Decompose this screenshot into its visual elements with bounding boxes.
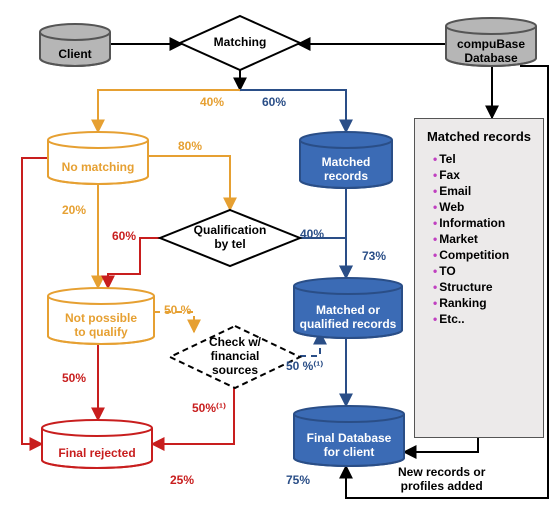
node-label-mqrec: Matched orqualified records [294, 288, 402, 348]
panel-item: •Etc.. [433, 312, 543, 326]
bullet-icon: • [433, 312, 437, 326]
node-label-mrec: Matchedrecords [300, 142, 392, 198]
edge-split-mrec [240, 90, 346, 132]
panel-item: •Competition [433, 248, 543, 262]
node-label-qual: Qualificationby tel [160, 210, 300, 266]
panel-list: •Tel •Fax •Email •Web •Information •Market •Co… [433, 152, 543, 326]
bullet-icon: • [433, 184, 437, 198]
node-label-client: Client [40, 34, 110, 76]
bullet-icon: • [433, 168, 437, 182]
panel-title: Matched records [415, 129, 543, 144]
bullet-icon: • [433, 296, 437, 310]
node-label-finaldb: Final Databasefor client [294, 416, 404, 476]
matched-records-panel: Matched records •Tel •Fax •Email •Web •Infor… [414, 118, 544, 438]
edge-label: 80% [178, 140, 202, 154]
edge-label: 50%⁽¹⁾ [192, 402, 226, 416]
panel-item: •Ranking [433, 296, 543, 310]
panel-item: •Web [433, 200, 543, 214]
edge-label: 50 %⁽¹⁾ [286, 360, 323, 374]
edge-panel-finaldb [404, 436, 478, 452]
panel-item: •TO [433, 264, 543, 278]
edge-nomatch-left-finalrej [22, 158, 48, 444]
edge-label: 50% [62, 372, 86, 386]
node-label-finalrej: Final rejected [42, 430, 152, 478]
node-label-nomatch: No matching [48, 142, 148, 194]
extra-label: 75% [286, 474, 310, 488]
bullet-icon: • [433, 200, 437, 214]
node-label-matching: Matching [180, 16, 300, 70]
edge-check-finalrej [152, 388, 234, 444]
edge-label: 50 % [164, 304, 191, 318]
panel-item: •Fax [433, 168, 543, 182]
panel-item: •Information [433, 216, 543, 230]
node-label-check: Check w/financialsources [170, 326, 300, 388]
edge-label: 20% [62, 204, 86, 218]
node-label-compubase: compuBaseDatabase [446, 28, 536, 76]
bullet-icon: • [433, 264, 437, 278]
bullet-icon: • [433, 152, 437, 166]
bullet-icon: • [433, 280, 437, 294]
node-label-notposs: Not possibleto qualify [48, 298, 154, 354]
edge-qual-mqrec [298, 238, 346, 278]
bullet-icon: • [433, 232, 437, 246]
extra-label: 25% [170, 474, 194, 488]
bullet-icon: • [433, 216, 437, 230]
extra-label: New records orprofiles added [398, 466, 485, 494]
edge-label: 60% [112, 230, 136, 244]
panel-item: •Tel [433, 152, 543, 166]
edge-label: 73% [362, 250, 386, 264]
edge-label: 60% [262, 96, 286, 110]
edge-label: 40% [300, 228, 324, 242]
panel-item: •Email [433, 184, 543, 198]
edge-nomatch-qual [148, 156, 230, 210]
panel-item: •Market [433, 232, 543, 246]
bullet-icon: • [433, 248, 437, 262]
panel-item: •Structure [433, 280, 543, 294]
edge-qual-notposs [108, 238, 162, 288]
edge-label: 40% [200, 96, 224, 110]
